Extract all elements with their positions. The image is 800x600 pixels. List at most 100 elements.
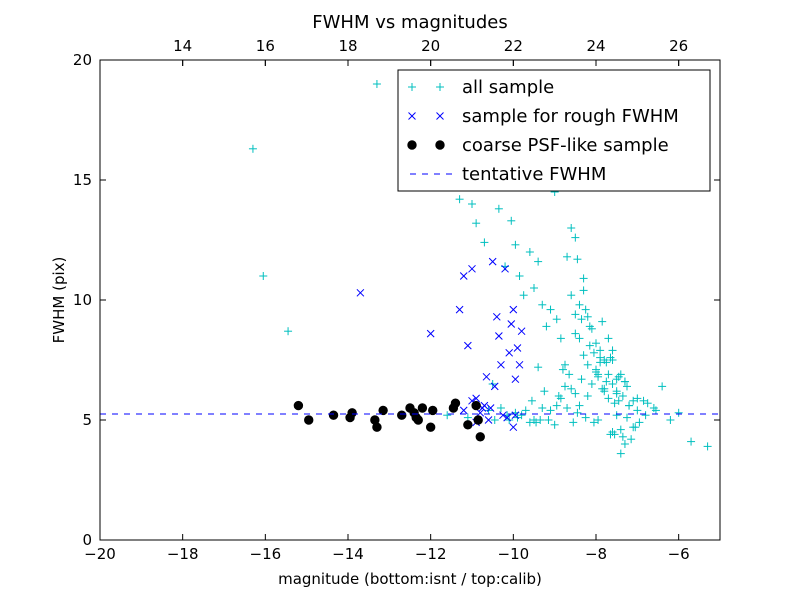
data-point [540,387,549,396]
data-point [594,416,603,424]
top-tick-label: 20 [421,37,440,55]
data-point [579,351,588,360]
data-point [356,288,365,297]
data-point [492,312,501,321]
data-point [473,415,483,425]
data-point [472,394,480,403]
x-tick-label: −16 [250,545,282,563]
data-point [577,375,586,384]
data-point [472,219,481,228]
data-point [618,392,627,400]
data-point [413,415,423,425]
data-point [600,384,609,393]
data-point [484,416,493,424]
top-tick-label: 16 [256,37,275,55]
data-point [495,332,503,340]
legend-item-sample-for-rough-fwhm: sample for rough FWHM [408,106,679,127]
data-point [556,334,565,343]
data-point [641,411,650,420]
data-point [620,440,629,448]
data-point [259,272,268,280]
data-point [612,389,621,398]
data-point [569,418,578,427]
legend-label: all sample [462,77,554,98]
data-point [546,305,555,314]
data-point [471,400,481,411]
data-point [558,365,567,374]
legend-swatch [436,112,444,120]
data-point [567,291,576,300]
data-point [284,327,293,336]
data-point [592,365,600,374]
data-point [571,329,580,338]
data-point [494,204,503,213]
data-point [610,399,619,408]
data-point [525,248,534,256]
data-point [499,411,507,420]
data-point [515,272,524,280]
chart-title: FWHM vs magnitudes [312,12,507,33]
data-point [509,305,518,314]
data-point [459,272,468,280]
data-point [534,363,543,372]
data-point [573,255,582,264]
top-tick-label: 14 [173,37,192,55]
legend-item-tentative-fwhm: tentative FWHM [410,164,606,185]
data-point [608,346,617,355]
data-point [475,432,485,442]
legend-label: coarse PSF-like sample [462,135,669,156]
data-point [550,420,559,429]
data-point [293,400,304,411]
data-point [519,291,528,300]
data-point [592,339,600,348]
top-tick-label: 18 [338,37,357,55]
legend-item-all-sample: all sample [408,77,554,98]
data-point [579,274,588,283]
data-point [563,252,572,261]
data-point [571,389,580,398]
data-point [426,329,435,338]
data-point [546,406,555,415]
plot-frame [99,59,721,541]
data-point [587,380,596,388]
data-point [575,300,584,309]
y-tick-label: 5 [82,411,92,429]
data-point [464,341,472,350]
data-point [589,418,598,427]
data-point [517,327,526,336]
data-point [513,344,522,352]
data-point [443,411,452,420]
data-point [589,348,598,357]
data-point [552,315,561,324]
data-point [658,382,667,391]
x-tick-label: −18 [167,545,199,563]
x-tick-label: −12 [415,545,447,563]
data-point [633,394,642,403]
data-point [455,305,464,314]
data-point [583,392,592,400]
data-point [536,416,545,424]
data-point [542,322,551,331]
data-point [561,382,569,391]
data-point [468,200,476,208]
x-axis-label: magnitude (bottom:isnt / top:calib) [278,570,542,588]
data-point [507,216,516,225]
data-point [629,396,638,405]
y-tick-label: 10 [73,291,92,309]
data-point [577,315,586,324]
legend-frame [397,69,711,192]
data-point [594,370,603,379]
data-point [501,264,509,273]
data-point [608,380,617,388]
data-point [585,322,594,331]
data-point [583,312,592,321]
data-point [459,406,468,415]
data-point [511,240,520,249]
data-point [490,416,499,424]
data-point [304,415,314,425]
data-point [425,422,436,432]
data-point [596,346,605,355]
data-point [703,442,712,451]
data-point [372,80,381,88]
